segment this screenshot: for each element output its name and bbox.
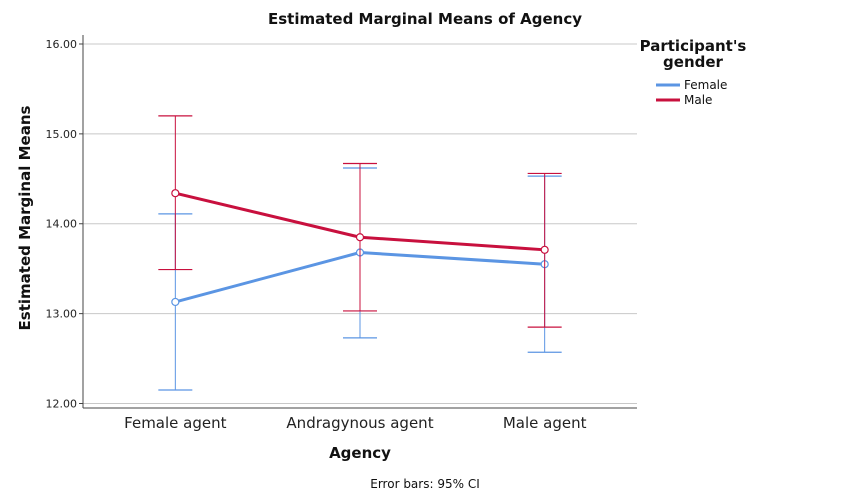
y-tick-label-4: 16.00 <box>46 38 78 51</box>
y-tick-label-1: 13.00 <box>46 308 78 321</box>
data-point-female-0 <box>171 297 180 307</box>
chart-title: Estimated Marginal Means of Agency <box>268 10 582 28</box>
x-tick-label-1: Andragynous agent <box>286 414 433 432</box>
legend-title-line2: gender <box>663 53 724 71</box>
x-tick-label-0: Female agent <box>124 414 226 432</box>
data-point-male-0 <box>171 189 180 198</box>
y-axis-title: Estimated Marginal Means <box>16 106 34 331</box>
data-point-male-2 <box>540 245 549 254</box>
x-tick-label-2: Male agent <box>503 414 587 432</box>
legend-title-line1: Participant's <box>640 37 747 55</box>
series-male <box>158 115 562 328</box>
y-tick-label-2: 14.00 <box>46 218 78 231</box>
y-tick-labels: 12.00 13.00 14.00 15.00 16.00 <box>46 38 83 411</box>
x-axis-title: Agency <box>329 444 391 462</box>
y-tick-label-0: 12.00 <box>46 398 78 411</box>
legend-label-female: Female <box>684 78 727 92</box>
data-point-male-1 <box>355 233 365 242</box>
series-layer <box>158 115 562 391</box>
footnote: Error bars: 95% CI <box>370 477 479 491</box>
legend-label-male: Male <box>684 93 712 107</box>
y-tick-label-3: 15.00 <box>46 128 78 141</box>
x-tick-labels: Female agent Andragynous agent Male agent <box>124 414 586 432</box>
